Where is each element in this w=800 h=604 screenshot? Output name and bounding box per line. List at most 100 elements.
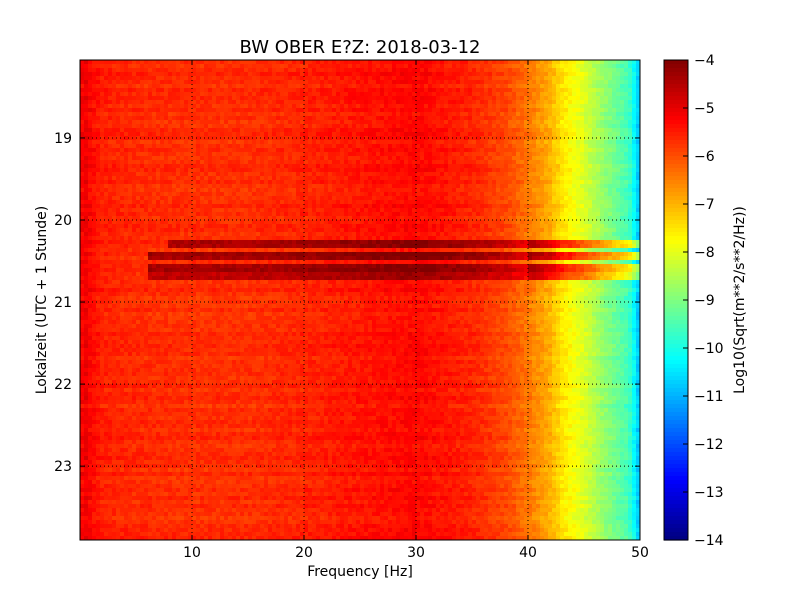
heatmap-cell: [196, 84, 201, 89]
heatmap-cell: [136, 100, 141, 105]
heatmap-cell: [196, 140, 201, 145]
heatmap-cell: [304, 192, 309, 197]
heatmap-cell: [192, 164, 197, 169]
heatmap-cell: [524, 108, 529, 113]
heatmap-cell: [300, 192, 305, 197]
heatmap-cell: [100, 152, 105, 157]
heatmap-cell: [200, 168, 205, 173]
heatmap-cell: [144, 60, 149, 65]
heatmap-cell: [376, 124, 381, 129]
heatmap-cell: [192, 136, 197, 141]
heatmap-cell: [256, 152, 261, 157]
heatmap-cell: [588, 80, 593, 85]
heatmap-cell: [84, 116, 89, 121]
heatmap-cell: [492, 152, 497, 157]
heatmap-cell: [572, 64, 577, 69]
heatmap-cell: [488, 176, 493, 181]
heatmap-cell: [492, 148, 497, 153]
heatmap-cell: [232, 136, 237, 141]
heatmap-cell: [160, 168, 165, 173]
heatmap-cell: [144, 200, 149, 205]
heatmap-cell: [388, 124, 393, 129]
heatmap-cell: [300, 144, 305, 149]
heatmap-cell: [128, 100, 133, 105]
heatmap-cell: [620, 80, 625, 85]
heatmap-cell: [428, 128, 433, 133]
heatmap-cell: [160, 120, 165, 125]
heatmap-cell: [524, 172, 529, 177]
heatmap-cell: [612, 160, 617, 165]
heatmap-cell: [316, 120, 321, 125]
heatmap-cell: [212, 120, 217, 125]
heatmap-cell: [156, 180, 161, 185]
heatmap-cell: [208, 72, 213, 77]
heatmap-cell: [368, 144, 373, 149]
heatmap-cell: [280, 148, 285, 153]
heatmap-cell: [396, 144, 401, 149]
heatmap-cell: [208, 116, 213, 121]
heatmap-cell: [180, 128, 185, 133]
heatmap-cell: [84, 172, 89, 177]
heatmap-cell: [344, 60, 349, 65]
heatmap-cell: [328, 104, 333, 109]
heatmap-cell: [200, 140, 205, 145]
heatmap-cell: [504, 60, 509, 65]
heatmap-cell: [472, 168, 477, 173]
heatmap-cell: [156, 80, 161, 85]
heatmap-cell: [124, 140, 129, 145]
heatmap-cell: [424, 148, 429, 153]
heatmap-cell: [424, 80, 429, 85]
heatmap-cell: [476, 88, 481, 93]
heatmap-cell: [284, 84, 289, 89]
heatmap-cell: [236, 172, 241, 177]
heatmap-cell: [452, 112, 457, 117]
heatmap-cell: [304, 176, 309, 181]
heatmap-cell: [424, 160, 429, 165]
heatmap-cell: [336, 176, 341, 181]
heatmap-cell: [560, 128, 565, 133]
heatmap-cell: [200, 128, 205, 133]
heatmap-cell: [368, 60, 373, 65]
heatmap-cell: [164, 188, 169, 193]
heatmap-cell: [96, 72, 101, 77]
heatmap-cell: [244, 168, 249, 173]
heatmap-cell: [168, 176, 173, 181]
heatmap-cell: [376, 92, 381, 97]
heatmap-cell: [604, 152, 609, 157]
heatmap-cell: [220, 160, 225, 165]
heatmap-cell: [112, 200, 117, 205]
heatmap-cell: [408, 164, 413, 169]
heatmap-cell: [468, 128, 473, 133]
heatmap-cell: [528, 144, 533, 149]
heatmap-cell: [84, 192, 89, 197]
heatmap-cell: [420, 72, 425, 77]
heatmap-cell: [84, 164, 89, 169]
heatmap-cell: [444, 104, 449, 109]
heatmap-cell: [272, 84, 277, 89]
heatmap-cell: [260, 60, 265, 65]
heatmap-cell: [384, 80, 389, 85]
heatmap-cell: [108, 152, 113, 157]
heatmap-cell: [416, 160, 421, 165]
heatmap-cell: [176, 64, 181, 69]
heatmap-cell: [244, 124, 249, 129]
heatmap-cell: [516, 160, 521, 165]
heatmap-cell: [476, 148, 481, 153]
heatmap-cell: [612, 92, 617, 97]
heatmap-cell: [268, 196, 273, 201]
heatmap-cell: [544, 120, 549, 125]
heatmap-cell: [184, 192, 189, 197]
heatmap-cell: [552, 92, 557, 97]
heatmap-cell: [112, 172, 117, 177]
heatmap-cell: [256, 176, 261, 181]
heatmap-cell: [480, 140, 485, 145]
heatmap-cell: [332, 116, 337, 121]
heatmap-cell: [600, 84, 605, 89]
heatmap-cell: [392, 112, 397, 117]
heatmap-cell: [80, 120, 85, 125]
heatmap-cell: [604, 112, 609, 117]
heatmap-cell: [564, 96, 569, 101]
heatmap-cell: [364, 60, 369, 65]
heatmap-cell: [424, 112, 429, 117]
heatmap-cell: [188, 160, 193, 165]
